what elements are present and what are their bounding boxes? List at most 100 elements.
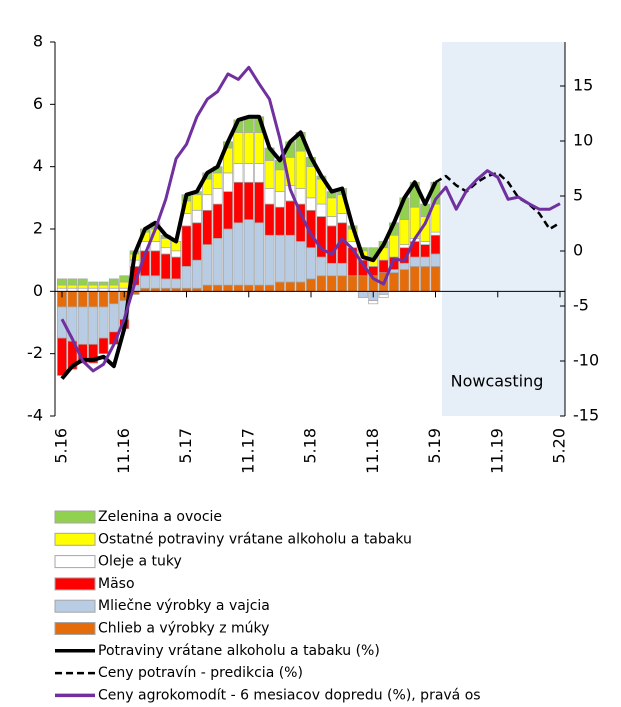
bar-segment [295,188,306,205]
bar-segment [98,306,109,339]
bar-segment [191,259,202,289]
bar-segment [150,275,161,289]
bar-segment [264,203,275,236]
bar-segment [212,238,223,286]
y2-tick-label: 0 [573,241,583,260]
bar-segment [108,284,119,289]
bar-segment [316,275,327,292]
bar-segment [430,266,441,292]
bar-segment [119,281,130,289]
y-tick-label: -4 [27,406,43,425]
bar-segment [243,181,254,221]
bar-segment [285,200,296,236]
bar-segment [202,284,213,292]
bar-segment [347,275,358,292]
legend-swatch [54,510,96,524]
bar-segment [326,262,337,277]
bar-segment [264,160,275,189]
bar-segment [295,281,306,292]
bar-segment [223,172,233,192]
bar-segment [233,163,244,183]
bar-segment [212,284,223,292]
bar-segment [254,181,265,224]
x-tick-label: 11.19 [487,428,506,474]
bar-segment [181,266,192,289]
bar-segment [326,275,337,292]
x-tick-label: 11.16 [114,428,133,474]
bar-segment [160,238,171,249]
nowcasting-region [442,42,565,416]
bar-segment [171,250,182,258]
y2-tick-label: -10 [573,351,599,370]
bar-segment [399,244,410,249]
legend-swatch [54,599,96,613]
y2-tick-label: 15 [573,76,593,95]
bar-segment [171,256,182,280]
bar-segment [108,278,119,286]
line-series [434,171,561,231]
bar-segment [378,259,389,273]
y-tick-label: 0 [33,281,43,300]
bar-segment [233,284,244,292]
bar-segment [150,241,161,252]
bar-segment [98,284,109,289]
bar-segment [254,284,265,292]
bar-segment [98,337,109,355]
bar-segment [77,306,88,345]
bar-segment [160,247,171,255]
y-tick-label: 2 [33,219,43,238]
bar-segment [212,188,223,205]
bar-segment [202,209,213,245]
bar-segment [77,290,88,308]
x-tick-label: 11.17 [238,428,257,474]
bar-segment [389,234,399,258]
legend-swatch [54,532,96,546]
bar-segment [274,169,285,192]
x-tick-label: 5.19 [425,428,444,464]
bar-segment [57,278,67,286]
bar-segment [160,253,171,280]
bar-segment [285,281,296,292]
bar-segment [316,256,327,277]
bar-segment [88,306,99,345]
bar-segment [337,262,348,277]
bar-segment [409,256,420,267]
y2-tick-label: -15 [573,406,599,425]
bar-segment [119,275,130,283]
bar-segment [233,222,244,286]
bar-segment [202,244,213,286]
bar-segment [430,231,441,236]
bar-segment [399,219,410,245]
bar-segment [399,262,410,270]
bar-segment [264,188,275,205]
bar-segment [420,244,431,258]
y-tick-label: 4 [33,156,43,175]
bar-segment [326,225,337,264]
bar-segment [295,150,306,189]
bar-segment [243,132,254,164]
bar-segment [357,275,368,292]
x-tick-label: 5.17 [176,428,195,464]
bar-segment [212,203,223,239]
bar-segment [88,284,99,289]
bar-segment [191,209,202,224]
bar-segment [67,284,78,289]
bar-segment [88,290,99,308]
bar-segment [274,281,285,292]
bar-segment [57,337,67,376]
bar-segment [212,172,223,189]
bar-segment [191,194,202,211]
bar-segment [430,234,441,255]
bar-segment [98,290,109,308]
bar-segment [254,132,265,164]
bar-segment [306,278,316,292]
legend-swatch [54,622,96,635]
bar-segment [181,225,192,267]
bar-segment [420,241,431,245]
x-tick-label: 5.16 [52,428,71,464]
bar-segment [378,294,389,298]
bar-segment [264,234,275,286]
bar-segment [150,250,161,277]
bar-segment [57,284,67,289]
